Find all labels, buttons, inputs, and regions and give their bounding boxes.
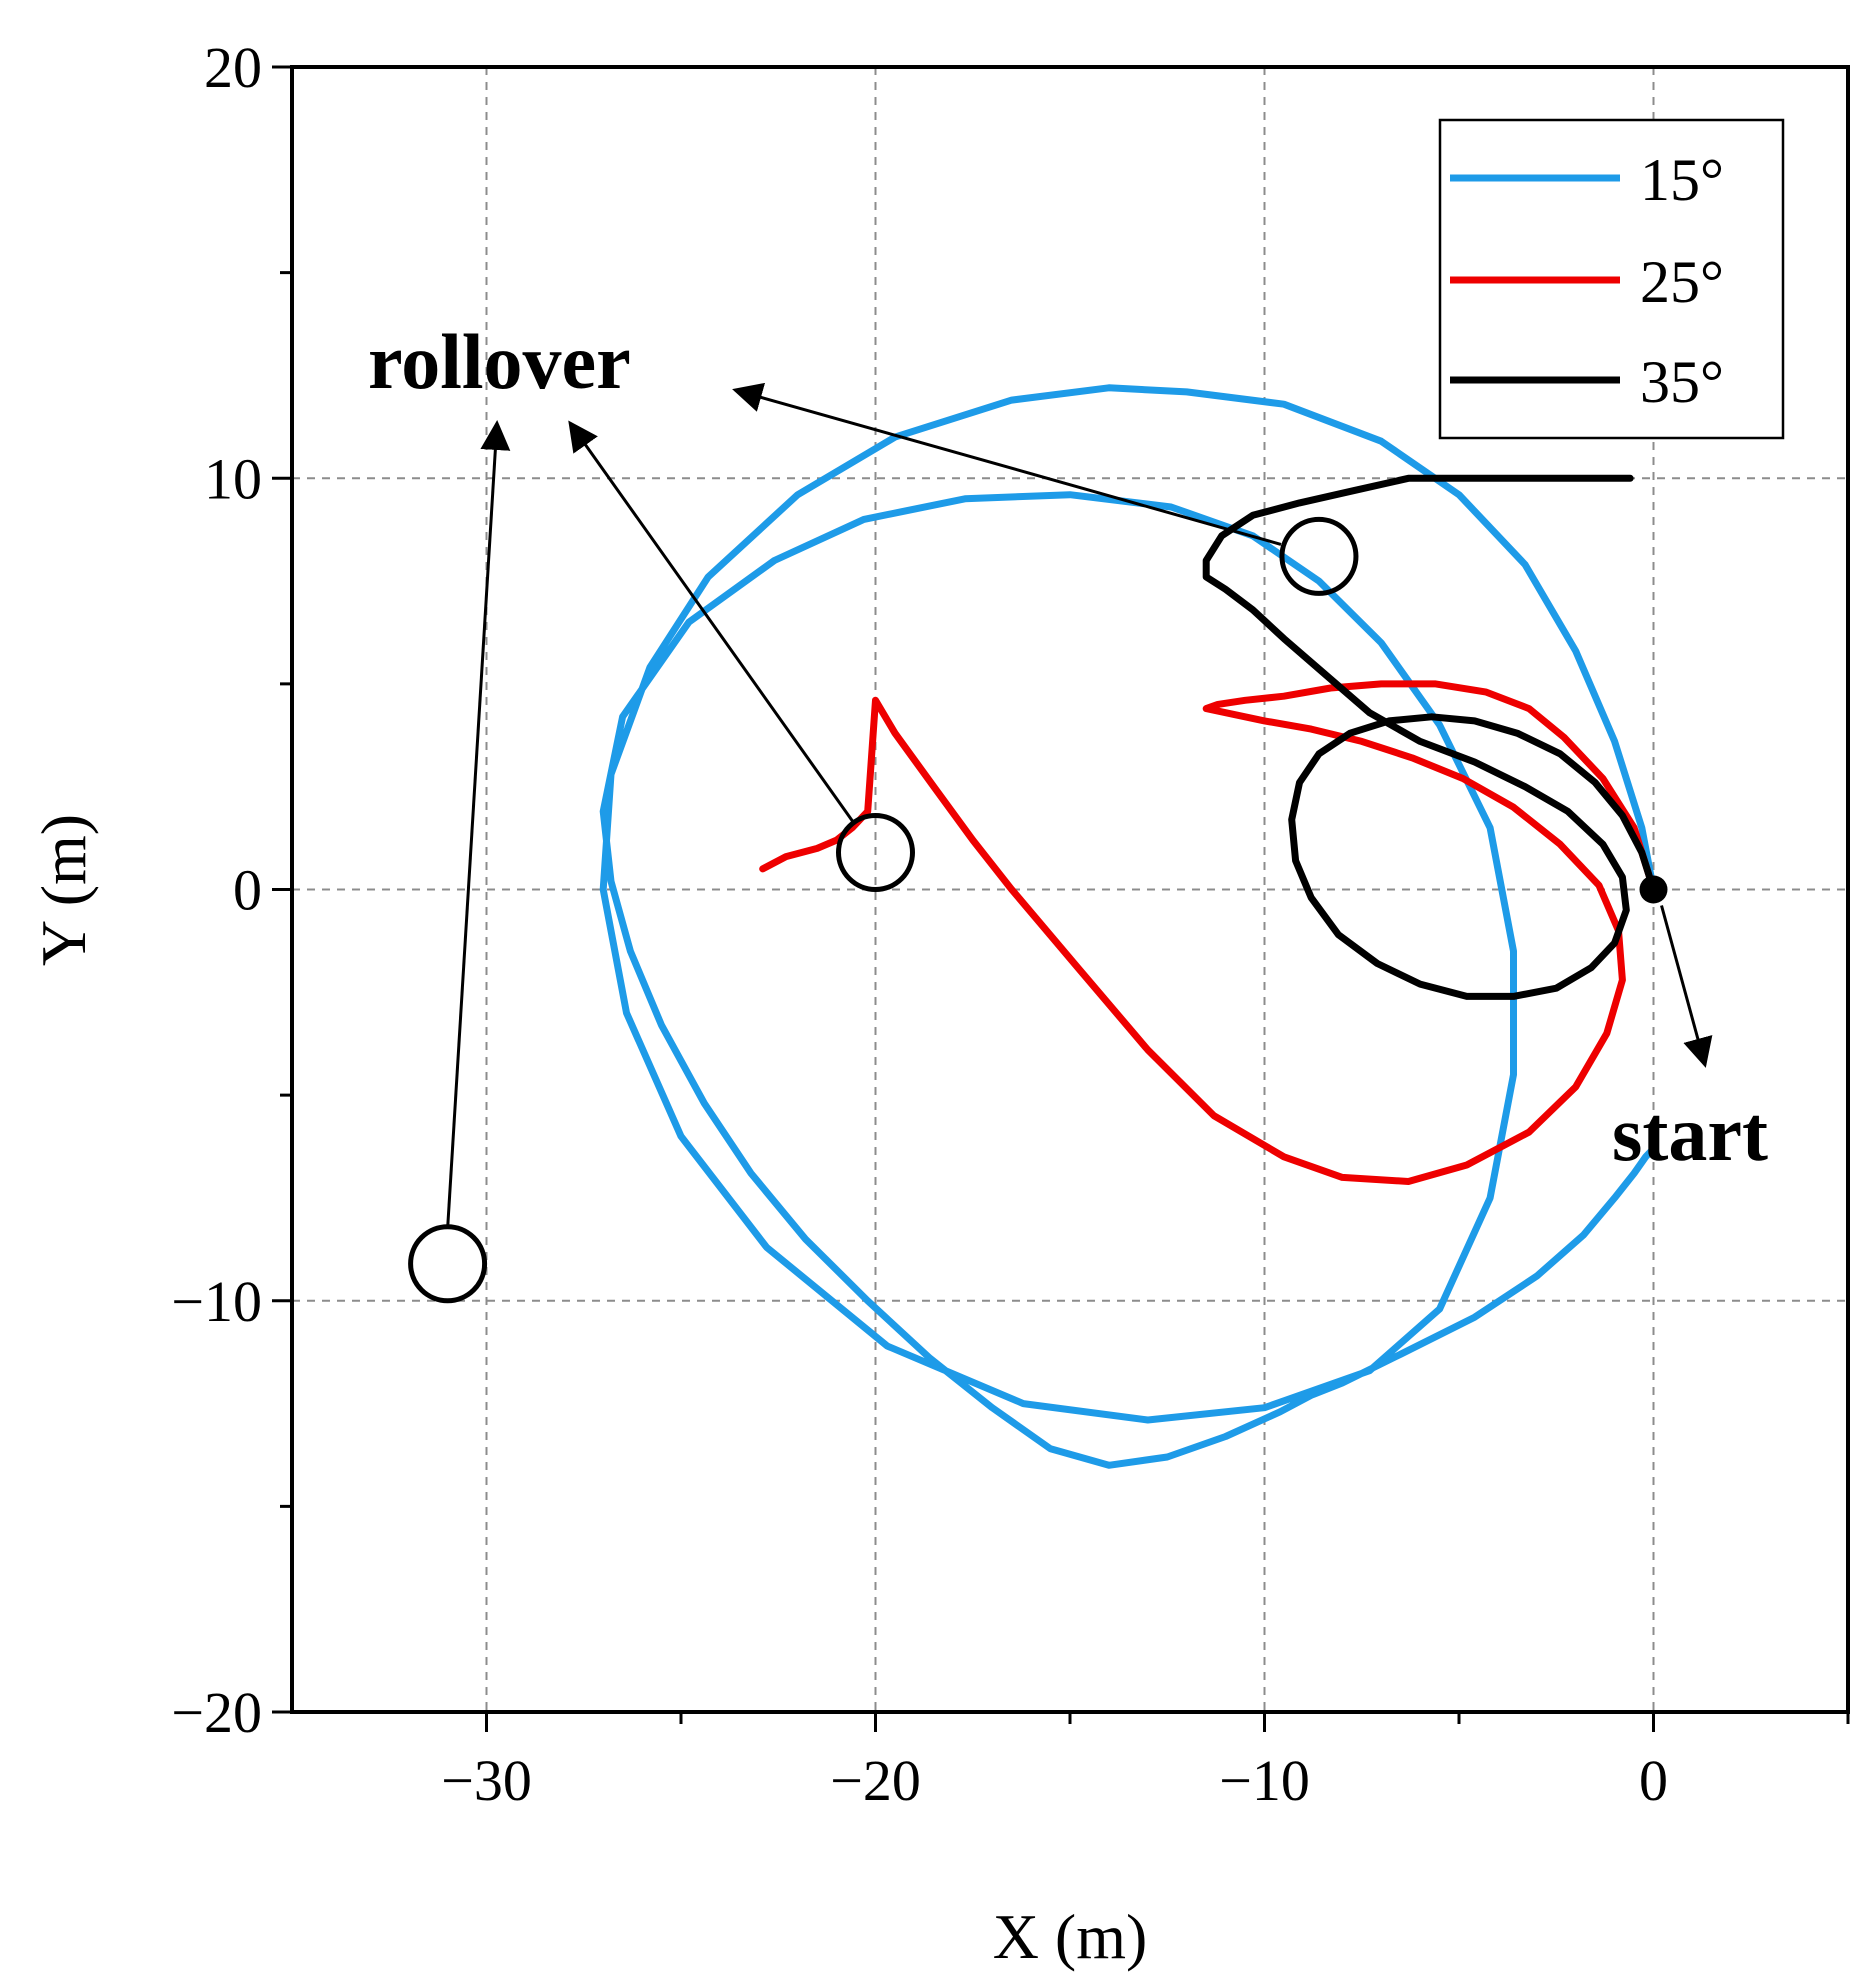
rollover-markers [408,516,1668,1304]
rollover-marker-0 [408,1224,488,1304]
legend: 15° 25° 35° [1438,118,1785,440]
series-lines [599,384,1657,1469]
start-label: start [1612,1090,1768,1177]
y-tick-label: 20 [204,35,262,100]
legend-label-15: 15° [1640,147,1724,213]
x-tick-label: −20 [830,1748,921,1813]
x-axis-title: X (m) [993,1901,1148,1972]
legend-label-35: 35° [1640,349,1724,415]
annotation-arrow-1 [568,420,855,824]
x-tick-label: −30 [441,1748,532,1813]
series-line-0 [599,384,1657,1469]
axis-tick-labels: −30 −20 −10 0 −20 −10 0 10 20 [171,35,1668,1813]
axis-ticks [272,65,1850,1732]
annotation-arrow-2 [732,382,1282,546]
x-tick-label: −10 [1219,1748,1310,1813]
start-marker [1639,875,1668,904]
rollover-marker-1 [836,812,915,892]
series-line-1 [759,680,1657,1185]
y-tick-label: 10 [204,446,262,511]
x-tick-label: 0 [1639,1748,1668,1813]
series-line-2 [1202,474,1657,1000]
annotation-arrows [446,382,1713,1229]
y-tick-label: −20 [171,1680,262,1745]
legend-label-25: 25° [1640,249,1724,315]
y-axis-title: Y (m) [28,814,99,966]
annotation-arrow-0 [446,420,511,1229]
y-tick-label: 0 [233,858,262,923]
annotation-arrow-3 [1660,905,1713,1068]
y-tick-label: −10 [171,1269,262,1334]
rollover-label: rollover [368,318,631,405]
rollover-marker-2 [1279,516,1359,596]
